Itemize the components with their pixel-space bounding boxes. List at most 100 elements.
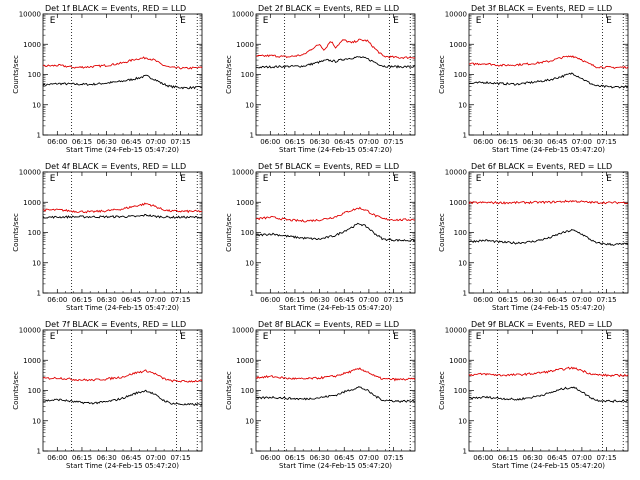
plot-frame bbox=[42, 171, 203, 294]
chart-title: Det 1f BLACK = Events, RED = LLD bbox=[45, 4, 186, 13]
e-marker: E bbox=[393, 174, 399, 184]
x-axis-label: Start Time (24-Feb-15 05:47:20) bbox=[66, 304, 179, 312]
e-marker: E bbox=[606, 332, 612, 342]
y-tick-label: 100 bbox=[454, 387, 467, 395]
events-series-line bbox=[255, 222, 416, 242]
x-tick-label: 07:15 bbox=[596, 454, 616, 462]
x-tick-label: 06:30 bbox=[310, 454, 330, 462]
x-tick-label: 07:15 bbox=[170, 454, 190, 462]
chart-title: Det 3f BLACK = Events, RED = LLD bbox=[471, 4, 612, 13]
x-tick-label: 07:00 bbox=[146, 454, 166, 462]
x-tick-label: 07:15 bbox=[170, 296, 190, 304]
y-tick-label: 10000 bbox=[232, 11, 254, 19]
y-tick-label: 10000 bbox=[19, 327, 41, 335]
x-tick-label: 06:15 bbox=[72, 296, 92, 304]
e-marker: E bbox=[263, 174, 269, 184]
events-series-line bbox=[468, 386, 629, 404]
x-tick-label: 07:00 bbox=[146, 296, 166, 304]
e-marker: E bbox=[50, 332, 56, 342]
y-tick-label: 10000 bbox=[232, 327, 254, 335]
y-axis-label: Counts/sec bbox=[225, 371, 233, 410]
events-series-line bbox=[468, 72, 629, 89]
x-tick-label: 06:45 bbox=[334, 138, 354, 146]
y-tick-label: 1 bbox=[37, 132, 41, 140]
y-tick-label: 1000 bbox=[236, 199, 254, 207]
x-tick-label: 06:15 bbox=[498, 454, 518, 462]
x-tick-label: 06:00 bbox=[47, 138, 67, 146]
chart-title: Det 5f BLACK = Events, RED = LLD bbox=[258, 162, 399, 171]
x-tick-label: 06:30 bbox=[523, 296, 543, 304]
y-tick-label: 10 bbox=[458, 417, 467, 425]
x-tick-label: 06:15 bbox=[498, 296, 518, 304]
lld-series-line bbox=[255, 38, 416, 60]
y-tick-label: 100 bbox=[241, 387, 254, 395]
x-tick-label: 07:00 bbox=[572, 454, 592, 462]
plot-frame bbox=[468, 171, 629, 294]
chart-panel: Det 9f BLACK = Events, RED = LLD 1 10 100 10… bbox=[438, 320, 629, 470]
y-tick-label: 1 bbox=[37, 448, 41, 456]
lld-series-line bbox=[468, 55, 629, 69]
events-series-line bbox=[42, 74, 203, 90]
e-marker: E bbox=[476, 16, 482, 26]
y-tick-label: 10 bbox=[32, 259, 41, 267]
x-tick-label: 06:00 bbox=[473, 296, 493, 304]
x-tick-label: 06:45 bbox=[334, 296, 354, 304]
e-marker: E bbox=[50, 16, 56, 26]
plot-frame bbox=[255, 329, 416, 452]
x-tick-label: 06:30 bbox=[523, 454, 543, 462]
x-tick-label: 07:15 bbox=[596, 296, 616, 304]
e-marker: E bbox=[606, 174, 612, 184]
chart-panel: Det 2f BLACK = Events, RED = LLD 1 10 100 10… bbox=[225, 4, 416, 154]
x-tick-label: 06:00 bbox=[47, 454, 67, 462]
x-axis-label: Start Time (24-Feb-15 05:47:20) bbox=[66, 462, 179, 470]
chart-panel: Det 4f BLACK = Events, RED = LLD 1 10 100 10… bbox=[12, 162, 203, 312]
e-marker: E bbox=[180, 16, 186, 26]
x-tick-label: 07:15 bbox=[383, 454, 403, 462]
events-series-line bbox=[255, 56, 415, 69]
x-tick-label: 06:45 bbox=[121, 138, 141, 146]
y-tick-label: 10000 bbox=[232, 169, 254, 177]
y-tick-label: 100 bbox=[28, 387, 41, 395]
y-tick-label: 1000 bbox=[236, 41, 254, 49]
plot-frame bbox=[468, 13, 629, 136]
y-tick-label: 1000 bbox=[23, 199, 41, 207]
x-tick-label: 06:00 bbox=[473, 138, 493, 146]
x-tick-label: 07:00 bbox=[359, 138, 379, 146]
chart-title: Det 2f BLACK = Events, RED = LLD bbox=[258, 4, 399, 13]
y-tick-label: 10 bbox=[245, 417, 254, 425]
x-tick-label: 06:00 bbox=[260, 138, 280, 146]
chart-panel: Det 6f BLACK = Events, RED = LLD 1 10 100 10… bbox=[438, 162, 629, 312]
e-marker: E bbox=[606, 16, 612, 26]
y-tick-label: 1 bbox=[250, 448, 254, 456]
y-tick-label: 1000 bbox=[449, 357, 467, 365]
x-tick-label: 06:15 bbox=[72, 454, 92, 462]
chart-title: Det 9f BLACK = Events, RED = LLD bbox=[471, 320, 612, 329]
x-tick-label: 06:45 bbox=[547, 296, 567, 304]
y-tick-label: 1 bbox=[463, 448, 467, 456]
x-tick-label: 06:30 bbox=[310, 138, 330, 146]
chart-title: Det 8f BLACK = Events, RED = LLD bbox=[258, 320, 399, 329]
e-marker: E bbox=[263, 332, 269, 342]
x-tick-label: 06:15 bbox=[498, 138, 518, 146]
x-tick-label: 07:00 bbox=[359, 454, 379, 462]
x-axis-label: Start Time (24-Feb-15 05:47:20) bbox=[66, 146, 179, 154]
y-axis-label: Counts/sec bbox=[12, 213, 20, 252]
e-marker: E bbox=[393, 16, 399, 26]
x-tick-label: 06:00 bbox=[47, 296, 67, 304]
y-tick-label: 1 bbox=[463, 290, 467, 298]
x-tick-label: 07:00 bbox=[572, 296, 592, 304]
x-axis-label: Start Time (24-Feb-15 05:47:20) bbox=[279, 304, 392, 312]
y-tick-label: 100 bbox=[241, 229, 254, 237]
events-series-line bbox=[42, 213, 203, 220]
y-tick-label: 10 bbox=[32, 417, 41, 425]
plot-frame bbox=[255, 13, 416, 136]
y-tick-label: 10 bbox=[32, 101, 41, 109]
x-tick-label: 07:15 bbox=[596, 138, 616, 146]
y-tick-label: 10 bbox=[245, 259, 254, 267]
x-tick-label: 06:15 bbox=[285, 296, 305, 304]
y-axis-label: Counts/sec bbox=[225, 55, 233, 94]
events-series-line bbox=[468, 228, 629, 246]
y-tick-label: 100 bbox=[454, 229, 467, 237]
plot-frame bbox=[468, 329, 629, 452]
